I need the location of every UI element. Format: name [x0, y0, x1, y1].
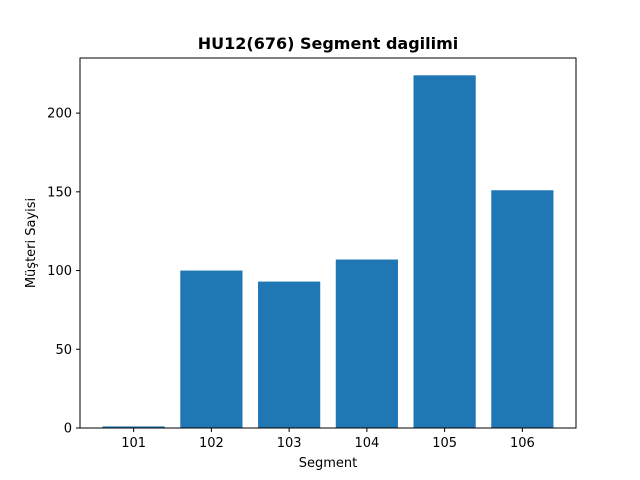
y-axis-label: Müşteri Sayisi	[24, 198, 39, 288]
x-tick-label: 101	[121, 436, 146, 451]
y-tick-label: 50	[55, 343, 72, 358]
y-tick-label: 100	[47, 264, 72, 279]
x-tick-label: 103	[277, 436, 302, 451]
y-tick-label: 0	[64, 422, 72, 437]
plot-frame	[79, 57, 577, 429]
bar-101	[102, 426, 165, 428]
x-tick-label: 106	[510, 436, 535, 451]
bar-105	[413, 75, 476, 428]
bar-102	[180, 270, 243, 428]
y-tick-label: 200	[47, 107, 72, 122]
x-axis-label: Segment	[299, 456, 358, 471]
x-tick-label: 105	[432, 436, 457, 451]
bar-106	[491, 190, 554, 428]
bars-group	[102, 75, 554, 428]
y-tick-label: 150	[47, 185, 72, 200]
bar-103	[258, 281, 321, 428]
y-axis-ticks: 0 50 100 150 200	[47, 107, 80, 437]
x-tick-label: 104	[354, 436, 379, 451]
bar-104	[335, 259, 398, 428]
x-tick-label: 102	[199, 436, 224, 451]
x-axis-ticks: 101 102 103 104 105 106	[121, 428, 535, 451]
chart-title: HU12(676) Segment dagilimi	[198, 34, 459, 53]
